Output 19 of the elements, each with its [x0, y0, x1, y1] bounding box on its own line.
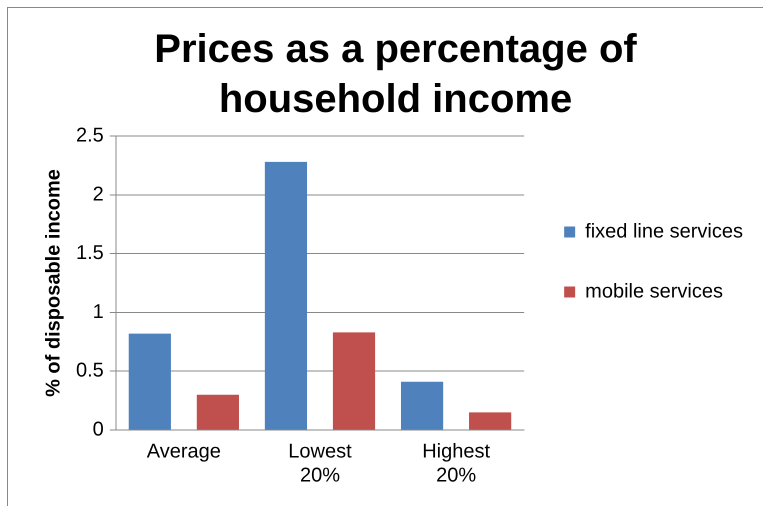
bar — [264, 162, 308, 430]
legend-label: fixed line services — [585, 220, 743, 243]
bar — [332, 332, 376, 430]
y-tick-label: 2 — [92, 183, 104, 206]
chart-title: Prices as a percentage of household income — [154, 27, 638, 122]
y-tick-label: 1 — [92, 300, 104, 323]
y-tick-label: 0 — [92, 418, 104, 441]
x-tick-label: Average — [146, 440, 221, 463]
bar — [400, 382, 444, 430]
bar — [196, 394, 239, 430]
legend-label: mobile services — [585, 280, 723, 303]
y-tick-label: 1.5 — [76, 242, 104, 264]
y-tick-label: 0.5 — [76, 360, 104, 382]
x-tick-label: Highest 20% — [422, 440, 490, 487]
bar — [128, 334, 171, 430]
x-tick-label: Lowest 20% — [288, 440, 352, 487]
y-tick-label: 2.5 — [76, 124, 104, 147]
y-axis-title: % of disposable income — [42, 169, 65, 397]
bar — [469, 412, 512, 430]
